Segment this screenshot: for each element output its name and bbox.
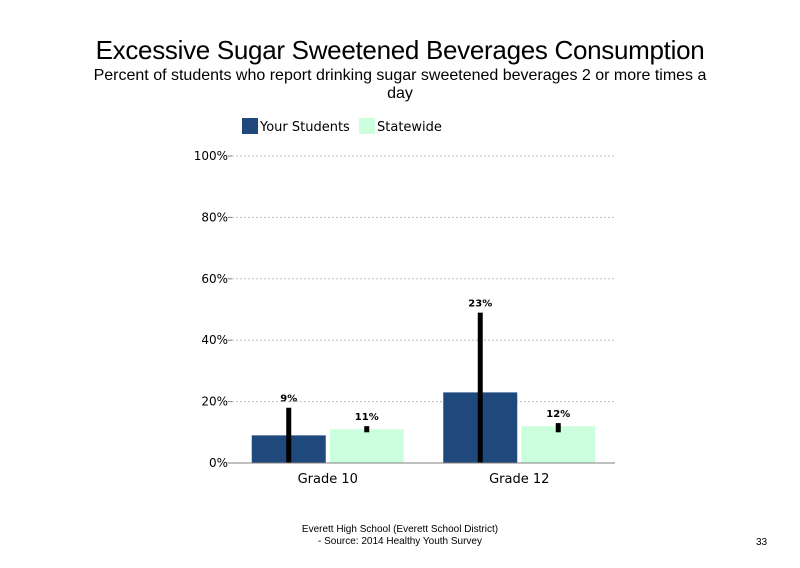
legend-swatch-0 [242, 118, 258, 134]
data-label: 12% [546, 409, 570, 420]
x-axis: Grade 10 Grade 12 [232, 462, 615, 487]
legend-swatch-1 [359, 118, 375, 134]
bars: 9% 11% 23% 12% [251, 299, 596, 463]
legend-label-1: Statewide [377, 120, 442, 135]
y-axis: 0% 20% 40% 60% 80% 100% [194, 149, 232, 470]
y-tick-label: 100% [194, 149, 228, 163]
y-tick-label: 80% [201, 210, 228, 224]
chart-subtitle: Percent of students who report drinking … [93, 67, 707, 102]
y-tick-label: 20% [201, 395, 228, 409]
x-tick-label: Grade 12 [489, 472, 549, 487]
y-tick-label: 40% [201, 333, 228, 347]
legend-label-0: Your Students [259, 120, 350, 135]
footer-school: Everett High School (Everett School Dist… [301, 524, 499, 535]
footer: Everett High School (Everett School Dist… [230, 524, 570, 548]
x-tick-label: Grade 10 [298, 472, 358, 487]
y-tick-label: 0% [209, 456, 228, 470]
data-label: 23% [468, 299, 492, 310]
legend: Your Students Statewide [242, 118, 442, 135]
gridlines [232, 155, 615, 403]
page-number: 33 [756, 537, 768, 548]
data-label: 9% [280, 394, 297, 405]
chart-title: Excessive Sugar Sweetened Beverages Cons… [95, 35, 705, 65]
footer-source: - Source: 2014 Healthy Youth Survey [318, 536, 482, 547]
y-tick-label: 60% [201, 272, 228, 286]
bar [329, 429, 404, 463]
data-label: 11% [355, 412, 379, 423]
